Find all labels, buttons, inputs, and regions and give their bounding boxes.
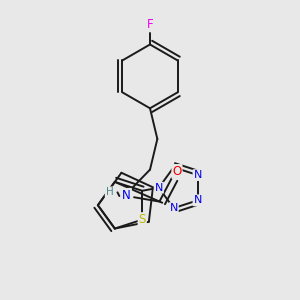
Text: N: N bbox=[194, 170, 202, 180]
Text: H: H bbox=[106, 187, 113, 197]
Text: N: N bbox=[154, 183, 163, 193]
Text: N: N bbox=[169, 203, 178, 213]
Text: O: O bbox=[172, 165, 182, 178]
Text: N: N bbox=[122, 189, 131, 202]
Text: S: S bbox=[139, 213, 146, 226]
Text: N: N bbox=[194, 195, 202, 205]
Text: F: F bbox=[147, 18, 153, 32]
